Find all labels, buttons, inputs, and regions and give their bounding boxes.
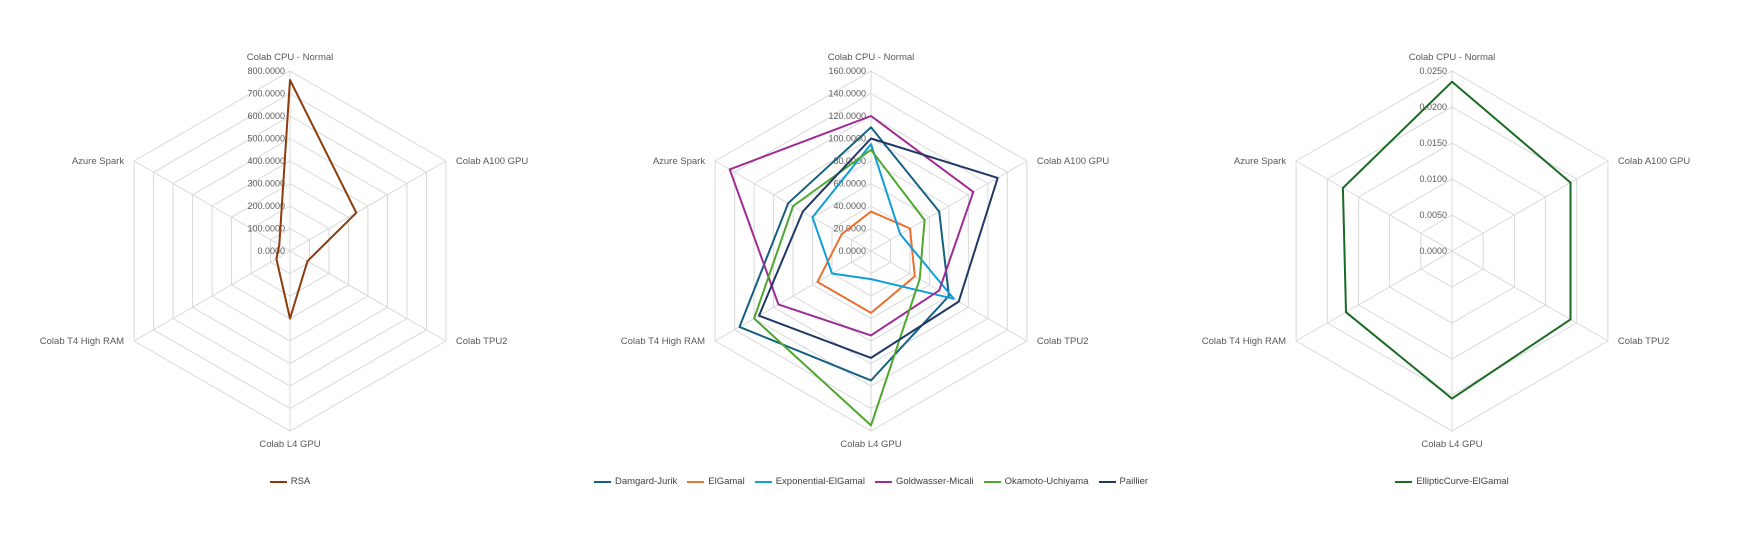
legend-item-RSA: RSA <box>269 476 311 487</box>
tick-label: 800.0000 <box>247 66 285 76</box>
axis-spoke <box>289 160 447 252</box>
legend-line-swatch <box>269 480 287 483</box>
tick-label: 400.0000 <box>247 156 285 166</box>
tick-label: 120.0000 <box>828 111 866 121</box>
tick-label: 160.0000 <box>828 66 866 76</box>
tick-label: 0.0050 <box>1419 210 1447 220</box>
legend-rsa: RSA <box>269 476 311 487</box>
tick-label: 0.0100 <box>1419 174 1447 184</box>
legend-line-swatch <box>1098 480 1116 483</box>
axis-label: Colab TPU2 <box>1618 336 1670 347</box>
legend-line-swatch <box>687 480 705 483</box>
legend-item-Exponential-ElGamal: Exponential-ElGamal <box>754 476 865 487</box>
chart-panel-elliptic-curve: 0.0000 0.0050 0.0100 0.0150 0.0200 0.0250 Cola… <box>1162 4 1742 487</box>
legend-line-swatch <box>983 480 1001 483</box>
axis-label: Colab L4 GPU <box>259 439 320 450</box>
tick-label: 100.0000 <box>828 134 866 144</box>
axis-label: Colab A100 GPU <box>1037 156 1109 167</box>
tick-label: 100.0000 <box>247 224 285 234</box>
legend-item-Damgard-Jurik: Damgard-Jurik <box>593 476 678 487</box>
series-RSA <box>275 79 358 320</box>
legend-elliptic-curve: EllipticCurve-ElGamal <box>1395 476 1509 487</box>
chart-panel-encryption-schemes: 0.0000 20.0000 40.0000 60.0000 80.0000 100.00… <box>581 4 1161 487</box>
legend-label: EllipticCurve-ElGamal <box>1416 476 1509 487</box>
legend-label: Goldwasser-Micali <box>895 476 974 487</box>
axis-label: Colab CPU - Normal <box>247 52 334 63</box>
tick-label: 0.0000 <box>1419 246 1447 256</box>
axis-label: Azure Spark <box>1234 156 1287 167</box>
axis-label: Colab CPU - Normal <box>1409 52 1496 63</box>
axis-label: Colab T4 High RAM <box>1202 336 1286 347</box>
series-Exponential-ElGamal <box>811 143 955 300</box>
radar-chart-elliptic-curve: 0.0000 0.0050 0.0100 0.0150 0.0200 0.0250 Cola… <box>1202 52 1691 450</box>
legend-item-ElGamal: ElGamal <box>687 476 745 487</box>
axis-spoke <box>714 250 872 342</box>
legend-item-Okamoto-Uchiyama: Okamoto-Uchiyama <box>983 476 1089 487</box>
axis-label: Colab L4 GPU <box>1421 439 1482 450</box>
legend-item-EllipticCurve-ElGamal: EllipticCurve-ElGamal <box>1395 476 1509 487</box>
legend-line-swatch <box>874 480 892 483</box>
radar-chart-rsa: 0.0000 100.0000 200.0000 300.0000 400.0000 50… <box>40 52 529 450</box>
series-Goldwasser-Micali <box>728 115 975 337</box>
legend-line-swatch <box>593 480 611 483</box>
tick-label: 40.0000 <box>833 201 866 211</box>
series-ElGamal <box>816 210 916 314</box>
tick-label: 0.0200 <box>1419 102 1447 112</box>
legend-item-Goldwasser-Micali: Goldwasser-Micali <box>874 476 974 487</box>
axis-label: Azure Spark <box>653 156 706 167</box>
axis-spoke <box>870 160 1028 252</box>
legend-label: Damgard-Jurik <box>614 476 678 487</box>
legend-line-swatch <box>1395 480 1413 483</box>
series-EllipticCurve-ElGamal <box>1341 80 1572 400</box>
tick-label: 0.0150 <box>1419 138 1447 148</box>
tick-label: 60.0000 <box>833 179 866 189</box>
tick-label: 600.0000 <box>247 111 285 121</box>
axis-label: Colab A100 GPU <box>1618 156 1690 167</box>
axis-label: Colab L4 GPU <box>840 439 901 450</box>
series-Damgard-Jurik <box>738 126 950 382</box>
legend-label: ElGamal <box>708 476 745 487</box>
series-Okamoto-Uchiyama <box>753 148 926 427</box>
axis-spoke <box>289 250 447 342</box>
legend-label: Okamoto-Uchiyama <box>1004 476 1089 487</box>
tick-label: 140.0000 <box>828 89 866 99</box>
axis-spoke <box>1295 160 1453 252</box>
legend-label: Paillier <box>1119 476 1149 487</box>
axis-label: Colab A100 GPU <box>456 156 528 167</box>
axis-spoke <box>1451 160 1609 252</box>
chart-panel-rsa: 0.0000 100.0000 200.0000 300.0000 400.0000 50… <box>0 4 580 487</box>
tick-label: 0.0250 <box>1419 66 1447 76</box>
axis-label: Azure Spark <box>72 156 125 167</box>
legend-item-Paillier: Paillier <box>1098 476 1149 487</box>
legend-label: Exponential-ElGamal <box>775 476 865 487</box>
axis-label: Colab T4 High RAM <box>40 336 124 347</box>
radar-chart-encryption-schemes: 0.000020.000040.000060.000080.0000100.00… <box>621 52 1110 450</box>
axis-label: Colab TPU2 <box>456 336 508 347</box>
legend-label: RSA <box>290 476 311 487</box>
axis-label: Colab CPU - Normal <box>828 52 915 63</box>
legend-line-swatch <box>754 480 772 483</box>
tick-label: 200.0000 <box>247 201 285 211</box>
legend-encryption-schemes: Damgard-Jurik ElGamal Exponential-ElGamal G… <box>593 476 1149 487</box>
tick-label: 0.0000 <box>838 246 866 256</box>
axis-spoke <box>1451 250 1609 342</box>
axis-spoke <box>1295 250 1453 342</box>
tick-label: 700.0000 <box>247 89 285 99</box>
tick-label: 300.0000 <box>247 179 285 189</box>
axis-label: Colab TPU2 <box>1037 336 1089 347</box>
tick-label: 500.0000 <box>247 134 285 144</box>
series-Paillier <box>758 137 999 359</box>
axis-spoke <box>133 250 291 342</box>
tick-label: 0.0000 <box>257 246 285 256</box>
axis-spoke <box>133 160 291 252</box>
axis-label: Colab T4 High RAM <box>621 336 705 347</box>
